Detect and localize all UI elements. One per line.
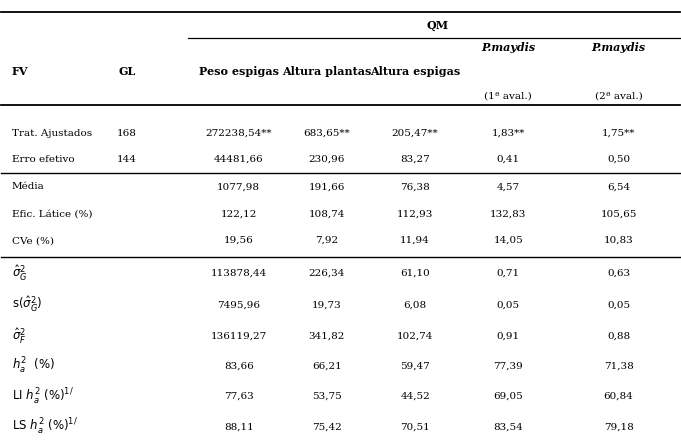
Text: GL: GL xyxy=(118,66,136,77)
Text: 19,56: 19,56 xyxy=(224,236,253,245)
Text: 272238,54**: 272238,54** xyxy=(206,129,272,138)
Text: 205,47**: 205,47** xyxy=(392,129,439,138)
Text: 75,42: 75,42 xyxy=(312,422,342,431)
Text: 83,27: 83,27 xyxy=(400,155,430,164)
Text: 168: 168 xyxy=(117,129,137,138)
Text: 14,05: 14,05 xyxy=(494,236,523,245)
Text: 88,11: 88,11 xyxy=(224,422,253,431)
Text: 0,63: 0,63 xyxy=(607,269,630,278)
Text: 230,96: 230,96 xyxy=(308,155,345,164)
Text: $\hat{\sigma}^{2}_{F}$: $\hat{\sigma}^{2}_{F}$ xyxy=(12,326,26,345)
Text: 71,38: 71,38 xyxy=(603,362,633,371)
Text: 122,12: 122,12 xyxy=(221,209,257,218)
Text: 341,82: 341,82 xyxy=(308,331,345,341)
Text: 6,54: 6,54 xyxy=(607,182,630,191)
Text: Altura espigas: Altura espigas xyxy=(370,66,460,77)
Text: 83,54: 83,54 xyxy=(494,422,523,431)
Text: QM: QM xyxy=(426,20,448,31)
Text: 0,05: 0,05 xyxy=(497,300,520,309)
Text: 59,47: 59,47 xyxy=(400,362,430,371)
Text: 77,63: 77,63 xyxy=(224,392,253,401)
Text: 132,83: 132,83 xyxy=(490,209,526,218)
Text: (1ª aval.): (1ª aval.) xyxy=(484,91,533,100)
Text: 77,39: 77,39 xyxy=(494,362,523,371)
Text: 0,41: 0,41 xyxy=(497,155,520,164)
Text: Erro efetivo: Erro efetivo xyxy=(12,155,74,164)
Text: 4,57: 4,57 xyxy=(497,182,520,191)
Text: Média: Média xyxy=(12,182,44,191)
Text: 7,92: 7,92 xyxy=(315,236,338,245)
Text: 7495,96: 7495,96 xyxy=(217,300,260,309)
Text: P.maydis: P.maydis xyxy=(592,43,646,54)
Text: 19,73: 19,73 xyxy=(312,300,342,309)
Text: 102,74: 102,74 xyxy=(397,331,433,341)
Text: $\hat{\sigma}^{2}_{G}$: $\hat{\sigma}^{2}_{G}$ xyxy=(12,264,27,283)
Text: FV: FV xyxy=(12,66,28,77)
Text: 0,71: 0,71 xyxy=(497,269,520,278)
Text: 79,18: 79,18 xyxy=(603,422,633,431)
Text: s($\hat{\sigma}^{2}_{G}$): s($\hat{\sigma}^{2}_{G}$) xyxy=(12,295,42,315)
Text: 683,65**: 683,65** xyxy=(304,129,350,138)
Text: 11,94: 11,94 xyxy=(400,236,430,245)
Text: 53,75: 53,75 xyxy=(312,392,342,401)
Text: CVe (%): CVe (%) xyxy=(12,236,54,245)
Text: 144: 144 xyxy=(117,155,137,164)
Text: 112,93: 112,93 xyxy=(397,209,433,218)
Text: 0,88: 0,88 xyxy=(607,331,630,341)
Text: 1,83**: 1,83** xyxy=(492,129,525,138)
Text: $h^{2}_{a}$  (%): $h^{2}_{a}$ (%) xyxy=(12,356,54,376)
Text: 113878,44: 113878,44 xyxy=(210,269,267,278)
Text: 76,38: 76,38 xyxy=(400,182,430,191)
Text: 0,50: 0,50 xyxy=(607,155,630,164)
Text: 1,75**: 1,75** xyxy=(602,129,635,138)
Text: 66,21: 66,21 xyxy=(312,362,342,371)
Text: 191,66: 191,66 xyxy=(308,182,345,191)
Text: (2ª aval.): (2ª aval.) xyxy=(595,91,642,100)
Text: Trat. Ajustados: Trat. Ajustados xyxy=(12,129,92,138)
Text: 10,83: 10,83 xyxy=(603,236,633,245)
Text: 0,91: 0,91 xyxy=(497,331,520,341)
Text: Efic. Látice (%): Efic. Látice (%) xyxy=(12,209,92,218)
Text: 6,08: 6,08 xyxy=(404,300,427,309)
Text: Altura plantas: Altura plantas xyxy=(282,66,372,77)
Text: 70,51: 70,51 xyxy=(400,422,430,431)
Text: 60,84: 60,84 xyxy=(603,392,633,401)
Text: 136119,27: 136119,27 xyxy=(210,331,267,341)
Text: 69,05: 69,05 xyxy=(494,392,523,401)
Text: 44481,66: 44481,66 xyxy=(214,155,264,164)
Text: Peso espigas: Peso espigas xyxy=(199,66,279,77)
Text: 0,05: 0,05 xyxy=(607,300,630,309)
Text: 44,52: 44,52 xyxy=(400,392,430,401)
Text: 1077,98: 1077,98 xyxy=(217,182,260,191)
Text: 226,34: 226,34 xyxy=(308,269,345,278)
Text: 108,74: 108,74 xyxy=(308,209,345,218)
Text: 83,66: 83,66 xyxy=(224,362,253,371)
Text: LS $h^{2}_{a}$ (%)$^{1/}$: LS $h^{2}_{a}$ (%)$^{1/}$ xyxy=(12,417,78,437)
Text: 61,10: 61,10 xyxy=(400,269,430,278)
Text: P.maydis: P.maydis xyxy=(481,43,535,54)
Text: 105,65: 105,65 xyxy=(601,209,637,218)
Text: LI $h^{2}_{a}$ (%)$^{1/}$: LI $h^{2}_{a}$ (%)$^{1/}$ xyxy=(12,386,74,407)
